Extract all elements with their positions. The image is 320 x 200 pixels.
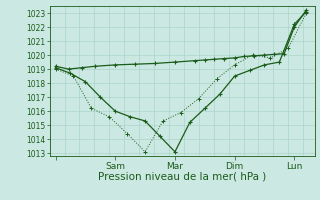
X-axis label: Pression niveau de la mer( hPa ): Pression niveau de la mer( hPa ): [98, 172, 267, 182]
